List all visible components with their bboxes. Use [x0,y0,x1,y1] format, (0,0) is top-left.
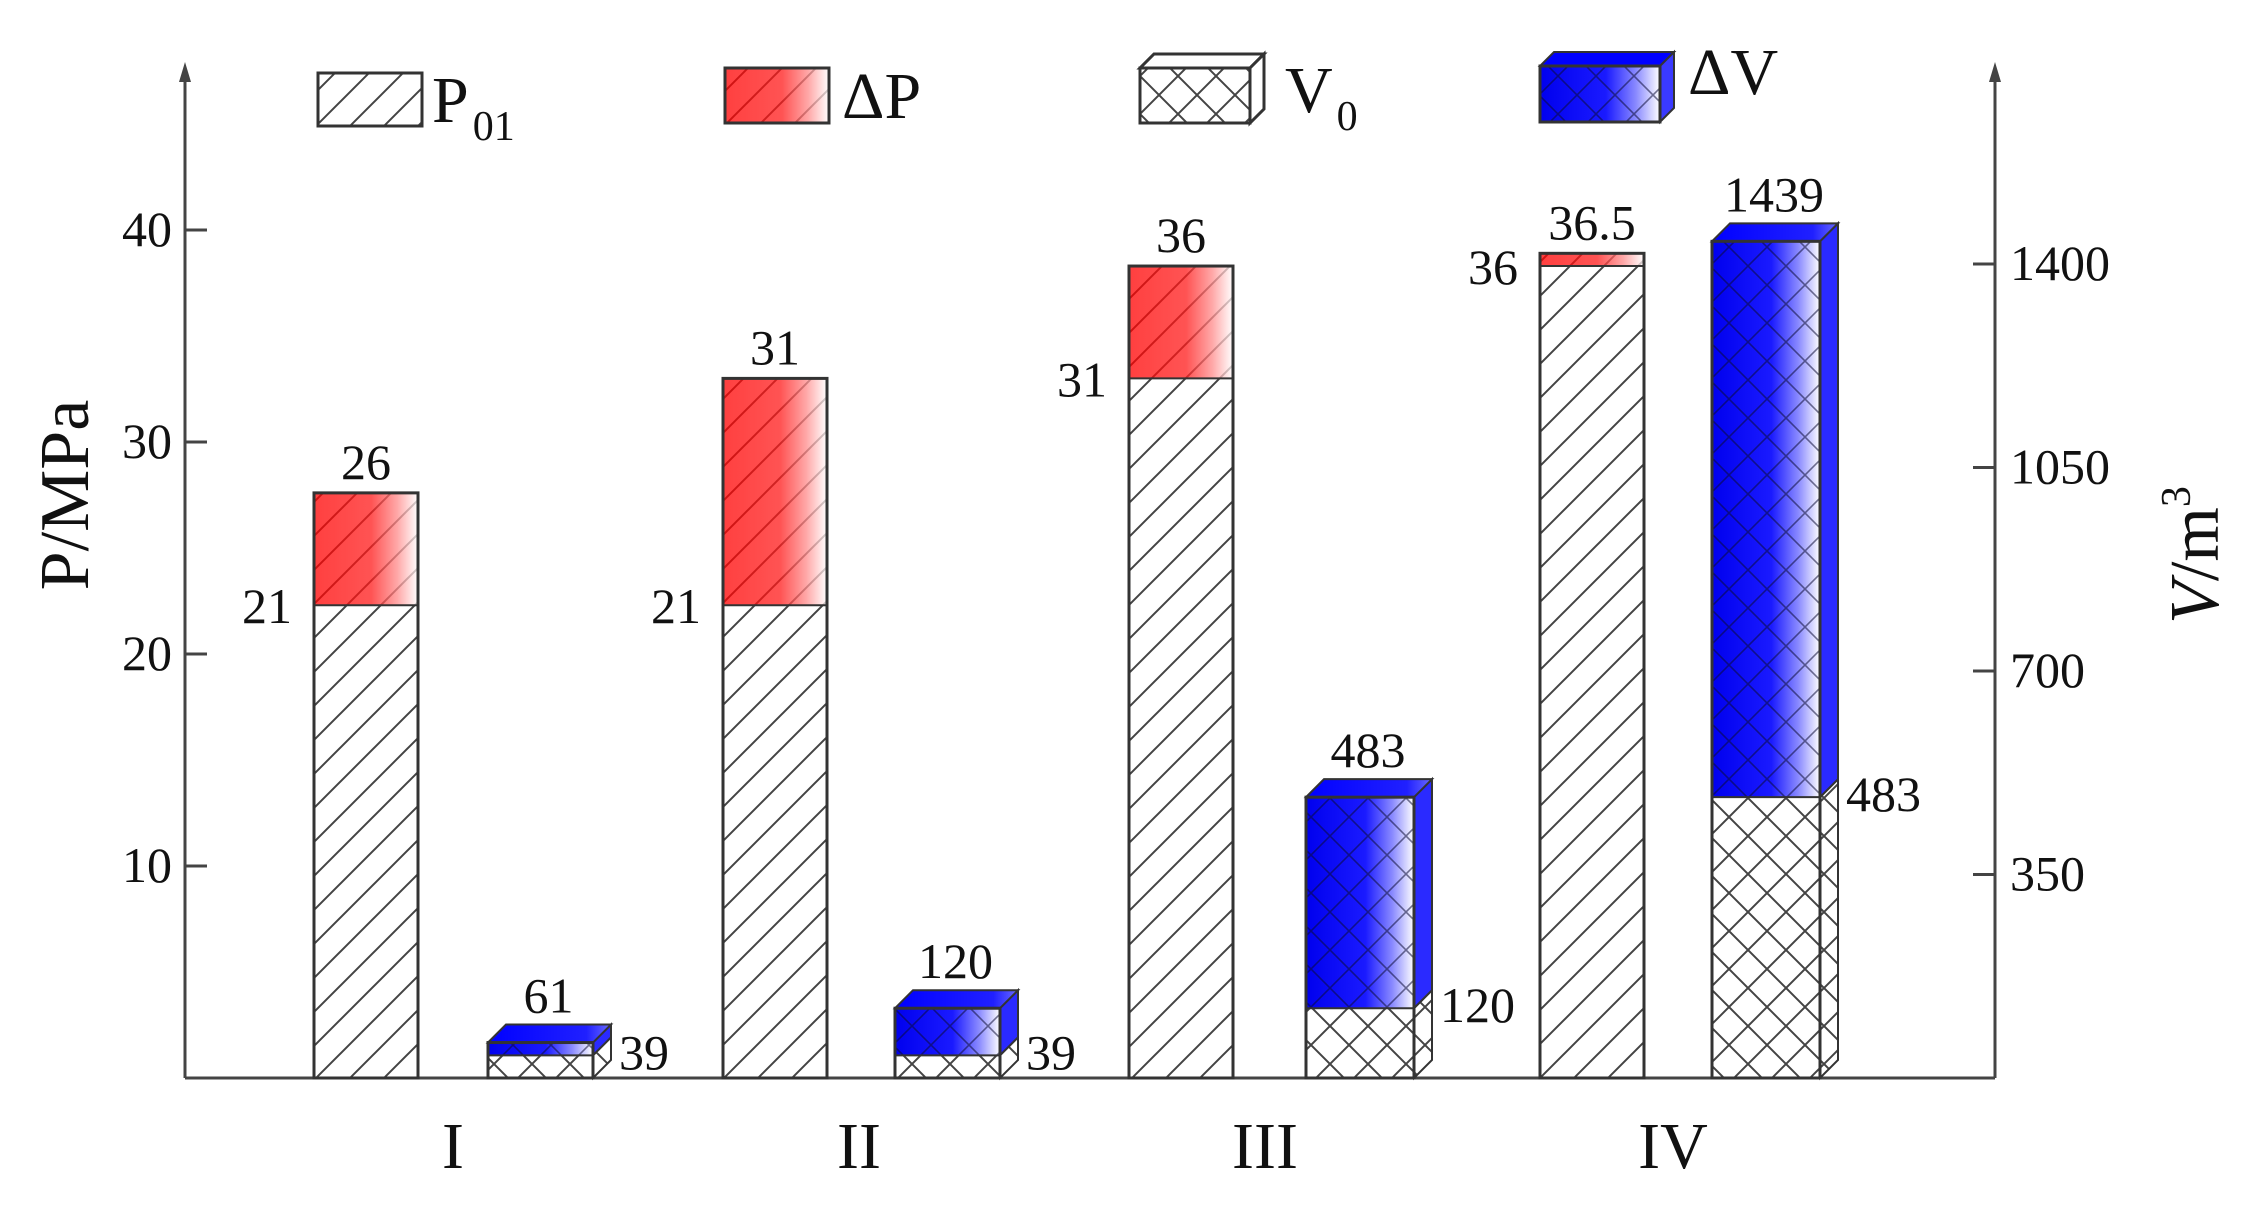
left-axis-label: P/MPa [27,400,104,591]
bar-v-outline [486,1041,595,1080]
bar-v0 [1712,797,1820,1078]
legend-swatch-dp-hatch [725,68,829,123]
data-label-p01: 21 [242,578,292,634]
left-y-ticks: 10 20 30 40 [122,201,207,893]
data-label-dv: 1439 [1724,166,1824,222]
right-axis-label-unit: /m [2157,507,2234,581]
right-axis-label-italic: V [2157,574,2234,624]
bar-dp-hatch [314,492,418,606]
bar-dv-side [1413,776,1433,1011]
data-label-p01: 31 [1057,351,1107,407]
legend-label-dv: ΔV [1688,36,1778,109]
bar-v0 [895,1055,1000,1078]
legend-p01-main: P [432,64,469,137]
legend-swatch-v0 [1138,66,1252,125]
category-label: IV [1638,1110,1708,1183]
right-tick-label: 700 [2010,642,2085,698]
legend: P01 ΔP V0 ΔV [316,36,1778,150]
bar-dv-cross [1306,797,1414,1009]
left-tick-label: 40 [122,201,172,257]
data-label-p01: 21 [651,578,701,634]
legend-v0-sub: 0 [1337,94,1358,140]
legend-item-v0: V0 [1136,50,1358,140]
category-label: III [1232,1110,1298,1183]
category-labels: I II III IV [442,1110,1708,1183]
legend-item-p01: P01 [316,64,515,150]
bar-p01 [1129,378,1233,1078]
legend-swatch-dv-side [1659,49,1675,125]
legend-item-dp: ΔP [723,60,921,133]
bars: 21 26 39 61 21 31 39 120 31 36 120 483 36 36.5 483 1439 [242,166,1921,1081]
data-label-dp: 36.5 [1548,194,1636,250]
legend-label-v0: V0 [1285,54,1358,140]
left-tick-label: 10 [122,837,172,893]
bar-p-outline [721,376,829,1080]
bar-dv-cross [1712,241,1820,798]
legend-item-dv: ΔV [1537,36,1778,125]
left-axis-arrow-icon [179,62,191,82]
bar-v0-side [1819,776,1839,1081]
right-tick-label: 1050 [2010,439,2110,495]
data-label-v0: 39 [619,1024,669,1080]
right-tick-label: 350 [2010,846,2085,902]
bar-v-outline [893,1006,1002,1080]
left-tick-label: 30 [122,413,172,469]
legend-swatch-dp-border [723,66,831,125]
legend-v0-main: V [1285,54,1333,127]
bar-v0 [1306,1008,1414,1078]
bar-v-outline [1304,795,1416,1080]
bar-dv-top [1709,222,1841,243]
bar-dv-top [892,989,1021,1010]
legend-swatch-p01 [316,71,424,128]
bar-dp-hatch [1540,253,1644,267]
data-label-dp: 26 [341,434,391,490]
legend-swatch-v0-top [1136,52,1268,70]
data-label-v0: 120 [1440,977,1515,1033]
bar-p-outline [312,491,420,1080]
bar-p-outline [1127,264,1235,1080]
bar-dv-side [1819,220,1839,800]
legend-swatch-dv-top [1537,51,1677,67]
right-axis-label-sup: 3 [2154,486,2200,507]
data-label-dv: 483 [1331,722,1406,778]
bar-dv-top [485,1023,614,1044]
data-label-dv: 61 [524,968,574,1024]
bar-v0 [488,1055,593,1078]
legend-swatch-v0-side [1248,50,1266,127]
bar-dp-hatch [723,378,827,606]
legend-label-dp: ΔP [842,60,921,133]
bar-p01 [1540,266,1644,1078]
data-label-dv: 120 [918,933,993,989]
left-tick-label: 20 [122,625,172,681]
data-label-dp: 31 [750,319,800,375]
bar-v-outline [1710,239,1822,1080]
right-y-ticks: 350 700 1050 1400 [1973,235,2110,902]
bar-p01 [723,605,827,1078]
category-label: I [442,1110,464,1183]
bar-dp-hatch [1129,266,1233,379]
right-tick-label: 1400 [2010,235,2110,291]
data-label-v0: 39 [1026,1024,1076,1080]
legend-swatch-dv-cross [1540,66,1660,122]
bar-dv-top [1303,778,1435,799]
bar-p-outline [1538,251,1646,1080]
category-label: II [837,1110,881,1183]
right-axis-label: V/m3 [2154,486,2234,624]
legend-p01-sub: 01 [473,104,515,150]
legend-label-p01: P01 [432,64,515,150]
data-label-v0: 483 [1846,766,1921,822]
bar-p01 [314,605,418,1078]
legend-swatch-dv-border [1538,64,1662,124]
data-label-p01: 36 [1468,239,1518,295]
bar-dv-cross [895,1008,1000,1056]
bar-dv-cross [488,1042,593,1056]
data-label-dp: 36 [1156,207,1206,263]
right-axis-arrow-icon [1989,62,2001,82]
